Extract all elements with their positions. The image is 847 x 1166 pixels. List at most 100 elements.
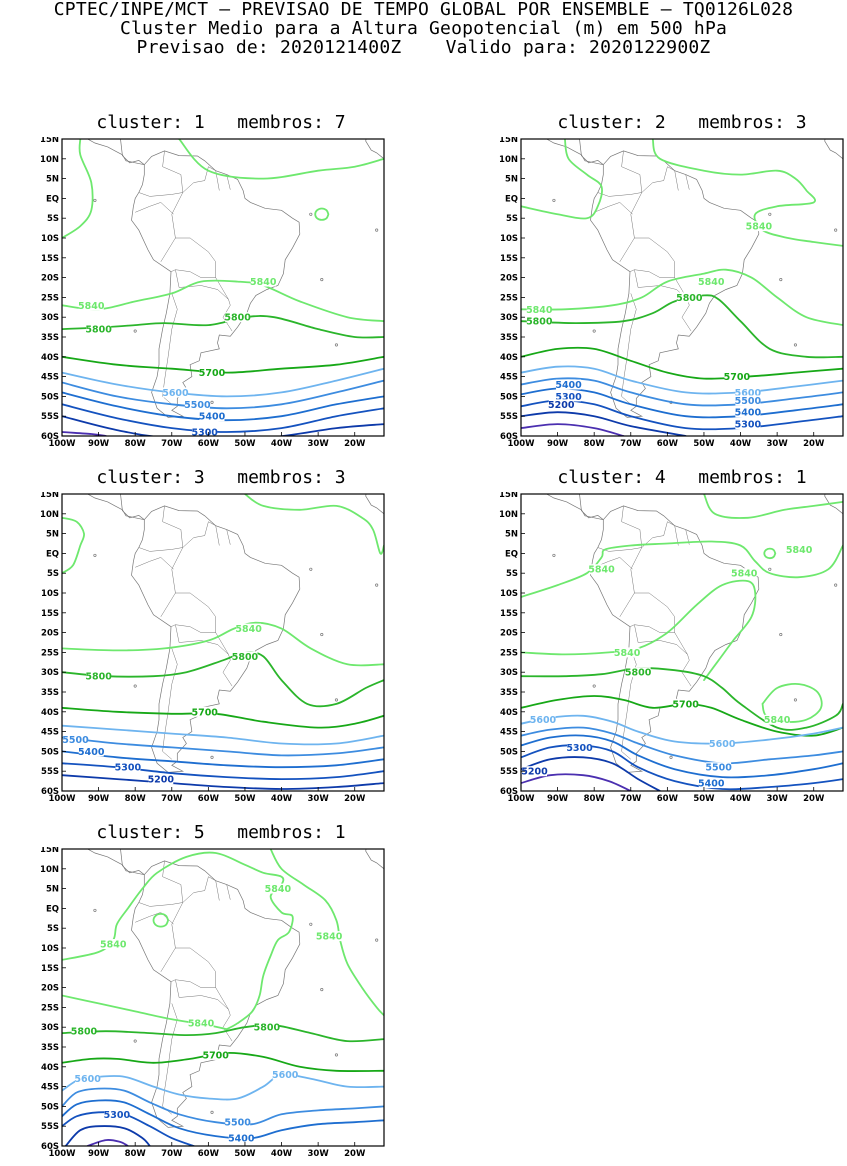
contour-line <box>62 774 384 790</box>
contour-line <box>62 736 384 757</box>
lon-tick-label: 30W <box>308 794 330 804</box>
contour-label-5500: 5500 <box>62 735 89 746</box>
lat-tick-label: 25S <box>41 293 59 303</box>
contour-line <box>62 621 384 667</box>
contour-line <box>62 706 384 729</box>
lat-tick-label: 5N <box>46 885 59 895</box>
lat-tick-label: 5S <box>47 924 59 934</box>
contour-label-5840: 5840 <box>78 301 105 312</box>
panel-title-2: cluster: 2 membros: 3 <box>557 112 807 133</box>
lat-tick-label: 15N <box>499 137 518 145</box>
contour-line <box>62 391 384 422</box>
contour-lines <box>62 139 384 436</box>
contour-label-5500: 5500 <box>735 396 762 407</box>
plot-frame <box>61 138 385 437</box>
lat-tick-label: 10S <box>41 234 59 244</box>
contour-label-5300: 5300 <box>566 743 593 754</box>
figure-header: CPTEC/INPE/MCT – PREVISAO DE TEMPO GLOBA… <box>0 0 847 57</box>
lat-tick-label: 5S <box>506 214 518 224</box>
lat-tick-label: EQ <box>46 549 59 559</box>
lon-tick-label: 50W <box>693 439 715 449</box>
contour-label-5700: 5700 <box>199 368 226 379</box>
lat-tick-label: 15S <box>41 609 59 619</box>
contour-line <box>521 756 661 791</box>
lat-tick-label: 15S <box>500 254 518 264</box>
lon-tick-label: 100W <box>507 794 535 804</box>
lon-tick-label: 50W <box>234 439 256 449</box>
contour-line <box>703 494 843 519</box>
lat-tick-label: 5N <box>505 175 518 185</box>
lat-tick-label: EQ <box>46 904 59 914</box>
lon-tick-label: 20W <box>344 439 366 449</box>
lat-tick-label: 45S <box>41 373 59 383</box>
contour-lines <box>521 139 843 436</box>
lon-tick-label: 70W <box>161 794 183 804</box>
lat-tick-label: 40S <box>41 1063 59 1073</box>
contour-line <box>521 667 843 731</box>
lon-tick-label: 20W <box>344 794 366 804</box>
lon-tick-label: 90W <box>88 439 110 449</box>
contour-label-5500: 5500 <box>184 400 211 411</box>
lon-tick-label: 80W <box>125 439 147 449</box>
map-panel-4: 5840 5840 5840 5840 5840 5800 5700 5600 5600 5500… <box>499 492 844 804</box>
contour-line <box>521 773 632 791</box>
lat-tick-label: 30S <box>500 668 518 678</box>
lon-tick-label: 70W <box>161 1149 183 1159</box>
contour-line <box>314 207 330 221</box>
lat-tick-label: 30S <box>500 313 518 323</box>
contour-label-5840: 5840 <box>250 277 277 288</box>
lon-tick-label: 70W <box>161 439 183 449</box>
contour-label-5600: 5600 <box>530 715 557 726</box>
lat-tick-label: 5N <box>505 530 518 540</box>
lat-tick-label: 15N <box>40 847 59 855</box>
contour-label-5700: 5700 <box>672 699 699 710</box>
lat-tick-label: 60S <box>41 1142 59 1152</box>
contour-line <box>763 547 777 560</box>
lon-tick-label: 60W <box>657 439 679 449</box>
contour-label-5700: 5700 <box>191 707 218 718</box>
contour-line <box>521 423 625 436</box>
contour-label-5700: 5700 <box>202 1050 229 1061</box>
lat-tick-label: 15S <box>500 609 518 619</box>
lat-tick-label: 40S <box>500 708 518 718</box>
lat-tick-label: 20S <box>41 629 59 639</box>
contour-label-5300: 5300 <box>555 392 582 403</box>
contour-line <box>521 377 843 407</box>
lon-tick-label: 50W <box>234 794 256 804</box>
lat-tick-label: 5N <box>46 175 59 185</box>
contour-label-5600: 5600 <box>735 388 762 399</box>
contour-line <box>62 1087 384 1126</box>
lat-tick-label: 55S <box>41 412 59 422</box>
contour-label-5300: 5300 <box>104 1110 131 1121</box>
coastlines <box>546 139 843 418</box>
map-panel-2: 5840584058405800580057005600550054005400… <box>499 137 844 449</box>
contour-label-5800: 5800 <box>224 313 251 324</box>
lon-tick-label: 50W <box>693 794 715 804</box>
lat-tick-label: 25S <box>500 648 518 658</box>
contour-line <box>64 1125 151 1146</box>
lat-tick-label: 60S <box>500 432 518 442</box>
lat-tick-label: 60S <box>41 432 59 442</box>
lon-tick-label: 20W <box>344 1149 366 1159</box>
lat-tick-label: 55S <box>41 1122 59 1132</box>
contour-label-5840: 5840 <box>235 624 262 635</box>
lon-tick-label: 70W <box>620 439 642 449</box>
map-content: 5840 5840 5840 5840 5840 5800 5700 5600 5600 5500… <box>521 494 843 791</box>
lat-tick-label: 25S <box>41 648 59 658</box>
contour-line <box>62 139 94 239</box>
header-line-2: Cluster Medio para a Altura Geopotencial… <box>119 18 728 39</box>
lon-tick-label: 20W <box>803 794 825 804</box>
contour-line <box>269 849 384 1017</box>
contour-label-5800: 5800 <box>625 668 652 679</box>
contour-label-5300: 5300 <box>735 420 762 431</box>
contour-line <box>86 1139 129 1146</box>
contour-label-5800: 5800 <box>254 1023 281 1034</box>
lat-tick-label: 55S <box>500 767 518 777</box>
contour-line <box>521 365 843 395</box>
lon-tick-label: 100W <box>48 794 76 804</box>
lat-tick-label: 30S <box>41 668 59 678</box>
contour-line <box>62 403 384 433</box>
panel-title-4: cluster: 4 membros: 1 <box>557 467 807 488</box>
